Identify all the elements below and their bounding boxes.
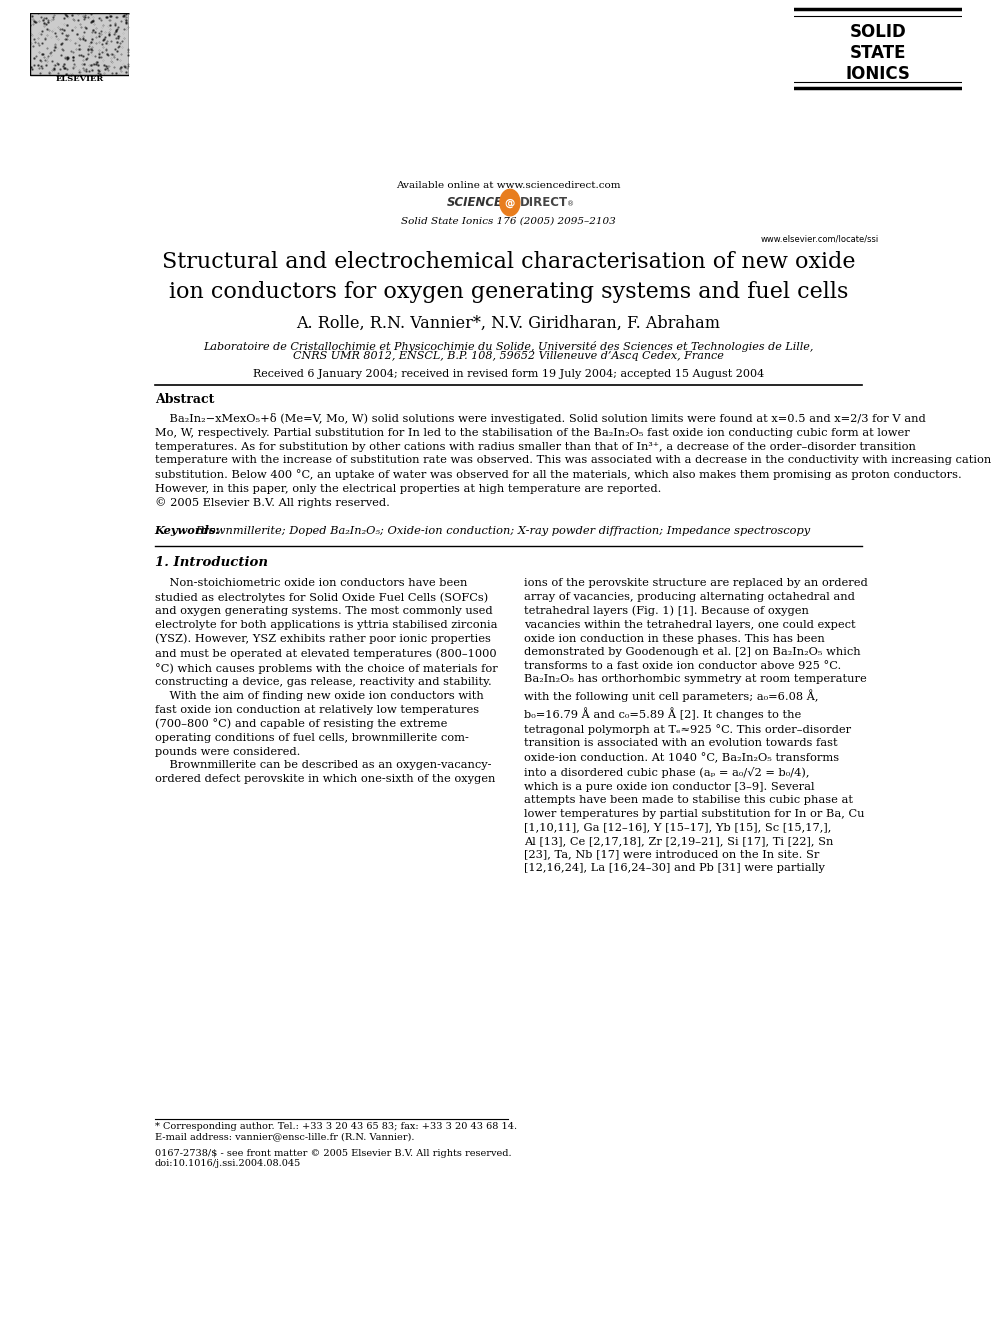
Bar bbox=[30, 13, 129, 75]
Text: Structural and electrochemical characterisation of new oxide
ion conductors for : Structural and electrochemical character… bbox=[162, 250, 855, 303]
Text: ELSEVIER: ELSEVIER bbox=[56, 75, 103, 83]
Text: @: @ bbox=[505, 197, 515, 208]
Text: SCIENCE: SCIENCE bbox=[447, 196, 503, 209]
Text: doi:10.1016/j.ssi.2004.08.045: doi:10.1016/j.ssi.2004.08.045 bbox=[155, 1159, 301, 1168]
Text: www.elsevier.com/locate/ssi: www.elsevier.com/locate/ssi bbox=[761, 234, 879, 243]
Text: E-mail address: vannier@ensc-lille.fr (R.N. Vannier).: E-mail address: vannier@ensc-lille.fr (R… bbox=[155, 1132, 415, 1142]
Text: Solid State Ionics 176 (2005) 2095–2103: Solid State Ionics 176 (2005) 2095–2103 bbox=[401, 217, 616, 225]
Text: Received 6 January 2004; received in revised form 19 July 2004; accepted 15 Augu: Received 6 January 2004; received in rev… bbox=[253, 369, 764, 378]
Text: Abstract: Abstract bbox=[155, 393, 214, 406]
Text: Laboratoire de Cristallochimie et Physicochimie du Solide, Université des Scienc: Laboratoire de Cristallochimie et Physic… bbox=[203, 341, 813, 352]
Text: CNRS UMR 8012, ENSCL, B.P. 108, 59652 Villeneuve d’Ascq Cedex, France: CNRS UMR 8012, ENSCL, B.P. 108, 59652 Vi… bbox=[293, 352, 724, 361]
Text: ®: ® bbox=[566, 201, 574, 208]
Text: Available online at www.sciencedirect.com: Available online at www.sciencedirect.co… bbox=[396, 181, 621, 189]
Text: STATE: STATE bbox=[850, 44, 906, 62]
Text: IONICS: IONICS bbox=[845, 65, 911, 83]
Text: Ba₂In₂−xMexO₅+δ (Me=V, Mo, W) solid solutions were investigated. Solid solution : Ba₂In₂−xMexO₅+δ (Me=V, Mo, W) solid solu… bbox=[155, 413, 991, 508]
Text: SOLID: SOLID bbox=[849, 22, 907, 41]
Text: DIRECT: DIRECT bbox=[520, 196, 568, 209]
Text: A. Rolle, R.N. Vannier*, N.V. Giridharan, F. Abraham: A. Rolle, R.N. Vannier*, N.V. Giridharan… bbox=[297, 315, 720, 332]
Text: * Corresponding author. Tel.: +33 3 20 43 65 83; fax: +33 3 20 43 68 14.: * Corresponding author. Tel.: +33 3 20 4… bbox=[155, 1122, 517, 1131]
Circle shape bbox=[500, 189, 520, 216]
Text: Brownmillerite; Doped Ba₂In₂O₅; Oxide-ion conduction; X-ray powder diffraction; : Brownmillerite; Doped Ba₂In₂O₅; Oxide-io… bbox=[194, 525, 809, 536]
Text: 0167-2738/$ - see front matter © 2005 Elsevier B.V. All rights reserved.: 0167-2738/$ - see front matter © 2005 El… bbox=[155, 1148, 512, 1158]
Text: Non-stoichiometric oxide ion conductors have been
studied as electrolytes for So: Non-stoichiometric oxide ion conductors … bbox=[155, 578, 498, 783]
Text: Keywords:: Keywords: bbox=[155, 525, 224, 536]
Text: 1. Introduction: 1. Introduction bbox=[155, 556, 268, 569]
Text: ions of the perovskite structure are replaced by an ordered
array of vacancies, : ions of the perovskite structure are rep… bbox=[524, 578, 868, 873]
